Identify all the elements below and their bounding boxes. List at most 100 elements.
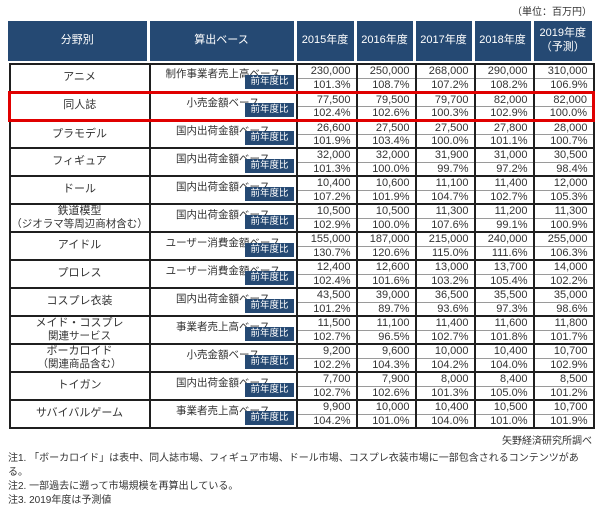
category-cell: メイド・コスプレ 関連サービス [8, 315, 151, 345]
category-cell: プロレス [8, 259, 151, 289]
yoy-cell-fy2017: 107.6% [414, 218, 476, 233]
value-cell-fy2016: 250,000 [355, 63, 417, 79]
yoy-cell-fy2015: 102.7% [295, 386, 358, 401]
calc-base-cell: 小売金額ベース 前年度比 [148, 90, 298, 122]
category-label: 鉄道模型 [57, 205, 102, 218]
yoy-cell-fy2015: 101.9% [295, 134, 358, 149]
yoy-cell-fy2019: 98.4% [532, 162, 595, 177]
value-cell-fy2017: 11,300 [414, 203, 476, 219]
yoy-cell-fy2017: 93.6% [414, 302, 476, 317]
value-cell-fy2015: 77,500 [295, 90, 358, 107]
yoy-cell-fy2017: 101.3% [414, 386, 476, 401]
yoy-cell-fy2015: 101.3% [295, 162, 358, 177]
col-header-fy2019-forecast: 2019年度 （予測） [532, 21, 592, 61]
calc-base-cell: 国内出荷金額ベース 前年度比 [148, 175, 298, 205]
yoy-cell-fy2019: 102.9% [532, 358, 595, 373]
yoy-cell-fy2015: 107.2% [295, 190, 358, 205]
table-row-values: プロレス ユーザー消費金額ベース 前年度比 12,400 12,600 13,0… [8, 259, 595, 289]
value-cell-fy2019: 12,000 [532, 175, 595, 191]
calc-base-cell: 小売金額ベース 前年度比 [148, 343, 298, 373]
value-cell-fy2019: 8,500 [532, 371, 595, 387]
unit-label: （単位：百万円） [512, 7, 592, 18]
value-cell-fy2016: 11,100 [355, 315, 417, 331]
notes: 注1. 「ボーカロイド」は表中、同人誌市場、フィギュア市場、ドール市場、コスプレ… [8, 452, 592, 508]
value-cell-fy2015: 43,500 [295, 287, 358, 303]
col-header-fy2017: 2017年度 [414, 21, 475, 61]
yoy-cell-fy2016: 102.6% [355, 386, 417, 401]
category-label: プロレス [57, 267, 102, 280]
value-cell-fy2019: 82,000 [532, 90, 595, 107]
table-header: 分野別 算出ベース 2015年度 2016年度 2017年度 2018年度 20… [8, 21, 592, 61]
table-row-yoy: 130.7% 120.6% 115.0% 111.6% 106.3% [10, 246, 595, 261]
value-cell-fy2016: 12,600 [355, 259, 417, 275]
yoy-badge: 前年度比 [245, 159, 294, 173]
yoy-cell-fy2016: 108.7% [355, 78, 417, 93]
category-cell: 同人誌 [8, 90, 151, 122]
market-size-table: 分野別 算出ベース 2015年度 2016年度 2017年度 2018年度 20… [8, 21, 595, 508]
value-cell-fy2015: 9,200 [295, 343, 358, 359]
category-label: サバイバルゲーム [35, 407, 123, 420]
value-cell-fy2015: 26,600 [295, 119, 358, 135]
value-cell-fy2019: 14,000 [532, 259, 595, 275]
yoy-cell-fy2017: 102.7% [414, 330, 476, 345]
yoy-cell-fy2015: 102.4% [295, 274, 358, 289]
value-cell-fy2018: 35,500 [473, 287, 535, 303]
yoy-cell-fy2016: 96.5% [355, 330, 417, 345]
value-cell-fy2015: 10,400 [295, 175, 358, 191]
value-cell-fy2018: 10,400 [473, 343, 535, 359]
yoy-cell-fy2015: 102.9% [295, 218, 358, 233]
yoy-cell-fy2016: 101.6% [355, 274, 417, 289]
yoy-cell-fy2016: 101.9% [355, 190, 417, 205]
yoy-badge: 前年度比 [245, 102, 294, 117]
yoy-cell-fy2015: 102.7% [295, 330, 358, 345]
value-cell-fy2017: 36,500 [414, 287, 476, 303]
col-header-calc-base: 算出ベース [148, 21, 297, 61]
category-cell: サバイバルゲーム [8, 399, 151, 429]
value-cell-fy2017: 31,900 [414, 147, 476, 163]
yoy-cell-fy2018: 104.0% [473, 358, 535, 373]
yoy-badge: 前年度比 [245, 299, 294, 313]
yoy-cell-fy2019: 100.9% [532, 218, 595, 233]
value-cell-fy2016: 9,600 [355, 343, 417, 359]
table-row-values: メイド・コスプレ 関連サービス 事業者売上高ベース 前年度比 11,500 11… [8, 315, 595, 345]
table-row-yoy: 104.2% 101.0% 104.0% 101.0% 101.9% [10, 414, 595, 429]
yoy-badge: 前年度比 [245, 271, 294, 285]
value-cell-fy2017: 11,400 [414, 315, 476, 331]
value-cell-fy2018: 11,200 [473, 203, 535, 219]
category-cell: コスプレ衣装 [8, 287, 151, 317]
value-cell-fy2017: 27,500 [414, 119, 476, 135]
value-cell-fy2018: 82,000 [473, 90, 535, 107]
category-cell: 鉄道模型 （ジオラマ等周辺商材含む） [8, 203, 151, 233]
value-cell-fy2017: 10,400 [414, 399, 476, 415]
col-header-category: 分野別 [8, 21, 150, 61]
calc-base-cell: ユーザー消費金額ベース 前年度比 [148, 259, 298, 289]
yoy-cell-fy2016: 103.4% [355, 134, 417, 149]
col-header-fy2018: 2018年度 [473, 21, 534, 61]
yoy-cell-fy2017: 103.2% [414, 274, 476, 289]
yoy-cell-fy2015: 102.2% [295, 358, 358, 373]
table-row-values: トイガン 国内出荷金額ベース 前年度比 7,700 7,900 8,000 8,… [8, 371, 595, 401]
value-cell-fy2018: 27,800 [473, 119, 535, 135]
yoy-badge: 前年度比 [245, 215, 294, 229]
value-cell-fy2015: 11,500 [295, 315, 358, 331]
yoy-cell-fy2015: 104.2% [295, 414, 358, 429]
category-label: アイドル [57, 239, 102, 252]
value-cell-fy2019: 10,700 [532, 399, 595, 415]
value-cell-fy2016: 10,000 [355, 399, 417, 415]
category-cell: トイガン [8, 371, 151, 401]
value-cell-fy2017: 215,000 [414, 231, 476, 247]
yoy-badge: 前年度比 [245, 383, 294, 397]
value-cell-fy2017: 8,000 [414, 371, 476, 387]
yoy-cell-fy2018: 108.2% [473, 78, 535, 93]
value-cell-fy2015: 155,000 [295, 231, 358, 247]
category-label: ボーカロイド [46, 345, 113, 358]
yoy-cell-fy2015: 101.3% [295, 78, 358, 93]
category-label: ドール [63, 183, 96, 196]
table-row-values: サバイバルゲーム 事業者売上高ベース 前年度比 9,900 10,000 10,… [8, 399, 595, 429]
value-cell-fy2019: 11,300 [532, 203, 595, 219]
table-row-values: プラモデル 国内出荷金額ベース 前年度比 26,600 27,500 27,50… [8, 119, 595, 149]
table-row-yoy: 102.2% 104.3% 104.2% 104.0% 102.9% [10, 358, 595, 373]
table-row-yoy: 102.4% 101.6% 103.2% 105.4% 102.2% [10, 274, 595, 289]
value-cell-fy2017: 11,100 [414, 175, 476, 191]
category-cell: ボーカロイド （関連商品含む） [8, 343, 151, 373]
